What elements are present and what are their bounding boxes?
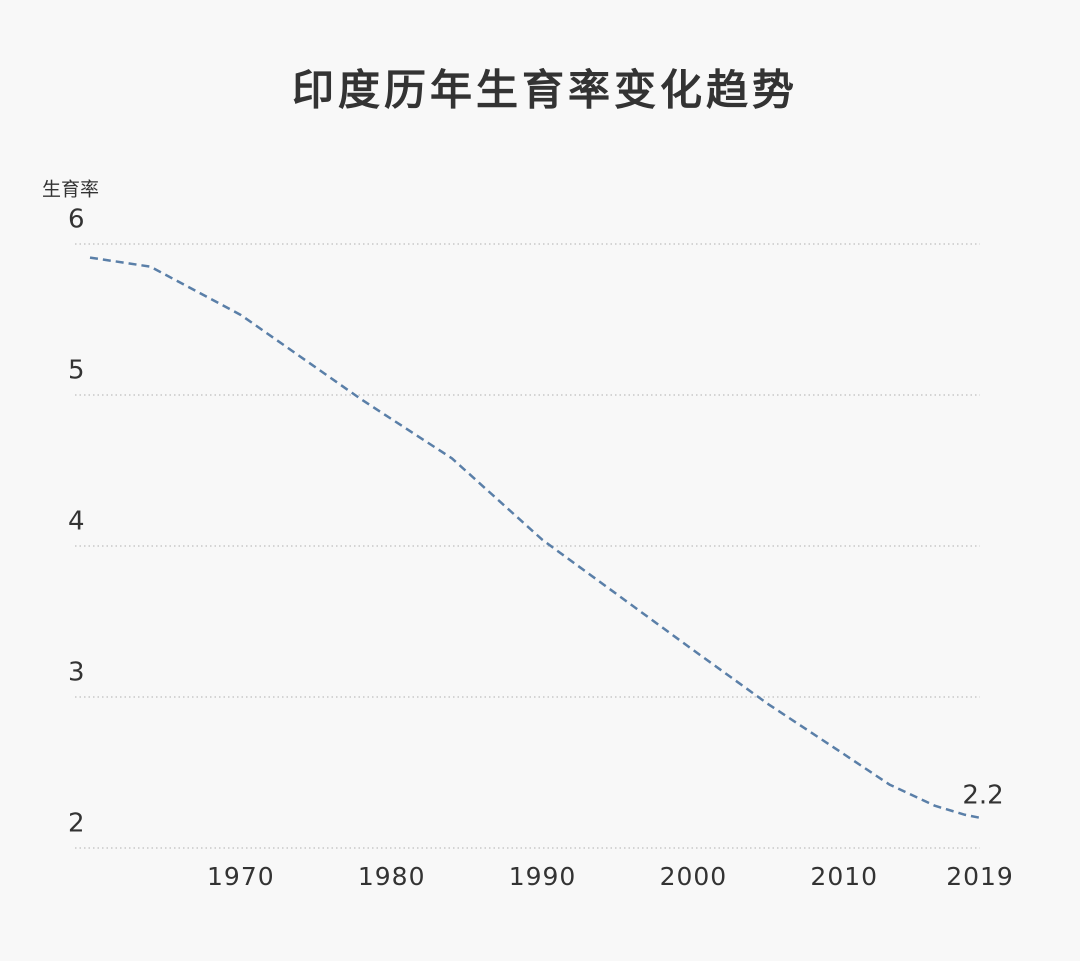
x-tick-label: 2000 bbox=[660, 862, 728, 891]
y-tick-label: 3 bbox=[68, 658, 85, 688]
y-tick-label: 5 bbox=[68, 356, 85, 386]
x-tick-label: 1970 bbox=[207, 862, 275, 891]
x-tick-label: 2019 bbox=[946, 862, 1014, 891]
y-tick-label: 6 bbox=[68, 205, 85, 235]
line bbox=[89, 256, 981, 820]
x-tick-label: 1980 bbox=[358, 862, 426, 891]
y-axis-label: 生育率 bbox=[42, 179, 99, 201]
y-tick-label: 2 bbox=[68, 809, 85, 839]
x-tick-label: 2010 bbox=[810, 862, 878, 891]
x-tick-label: 1990 bbox=[509, 862, 577, 891]
chart-title: 印度历年生育率变化趋势 bbox=[292, 66, 798, 115]
y-tick-label: 4 bbox=[68, 507, 85, 537]
data-label: 2.2 bbox=[962, 780, 1003, 810]
